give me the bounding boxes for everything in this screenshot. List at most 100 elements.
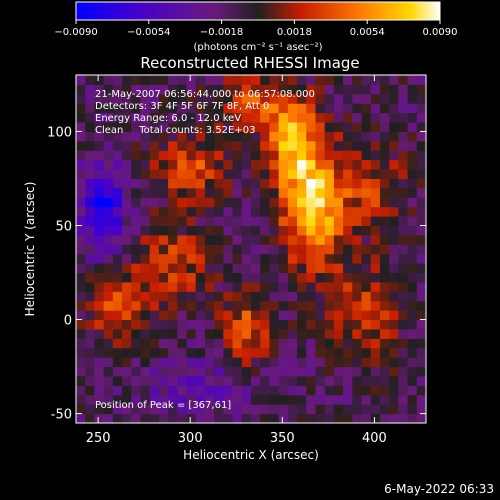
heatmap-cell bbox=[315, 234, 326, 245]
heatmap-cell bbox=[352, 225, 363, 236]
heatmap-cell bbox=[416, 272, 427, 283]
heatmap-cell bbox=[186, 338, 197, 349]
heatmap-cell bbox=[195, 187, 206, 198]
heatmap-cell bbox=[287, 103, 298, 114]
heatmap-cell bbox=[232, 216, 243, 226]
heatmap-cell bbox=[177, 263, 188, 274]
heatmap-cell bbox=[241, 122, 252, 132]
heatmap-cell bbox=[204, 366, 215, 377]
heatmap-cell bbox=[324, 281, 335, 292]
heatmap-cell bbox=[85, 366, 95, 377]
heatmap-cell bbox=[389, 225, 399, 236]
heatmap-cell bbox=[85, 93, 95, 104]
heatmap-cell bbox=[260, 140, 270, 151]
heatmap-cell bbox=[370, 385, 381, 396]
heatmap-cell bbox=[149, 93, 160, 104]
heatmap-cell bbox=[94, 103, 105, 114]
heatmap-cell bbox=[333, 404, 344, 415]
heatmap-cell bbox=[343, 187, 353, 198]
heatmap-cell bbox=[260, 103, 270, 114]
heatmap-cell bbox=[85, 338, 95, 349]
heatmap-cell bbox=[306, 112, 316, 123]
heatmap-cell bbox=[241, 234, 252, 245]
heatmap-cell bbox=[186, 150, 197, 161]
heatmap-cell bbox=[333, 225, 344, 236]
heatmap-cell bbox=[85, 394, 95, 405]
heatmap-cell bbox=[287, 140, 298, 151]
annotation-energy-range: Energy Range: 6.0 - 12.0 keV bbox=[95, 113, 241, 124]
heatmap-cell bbox=[223, 300, 234, 311]
heatmap-cell bbox=[306, 216, 316, 226]
heatmap-cell bbox=[416, 244, 427, 255]
heatmap-cell bbox=[407, 263, 418, 274]
heatmap-cell bbox=[149, 140, 160, 151]
heatmap-cell bbox=[177, 347, 188, 358]
heatmap-cell bbox=[297, 328, 307, 339]
heatmap-cell bbox=[112, 140, 123, 151]
heatmap-cell bbox=[131, 159, 141, 170]
heatmap-cell bbox=[370, 225, 381, 236]
heatmap-cell bbox=[149, 291, 160, 302]
heatmap-cell bbox=[287, 385, 298, 396]
heatmap-cell bbox=[361, 103, 372, 114]
heatmap-cell bbox=[379, 112, 390, 123]
heatmap-cell bbox=[204, 122, 215, 132]
heatmap-cell bbox=[324, 394, 335, 405]
heatmap-cell bbox=[131, 244, 141, 255]
heatmap-cell bbox=[168, 216, 178, 226]
heatmap-cell bbox=[389, 140, 399, 151]
heatmap-cell bbox=[76, 112, 86, 123]
heatmap-cell bbox=[131, 253, 141, 264]
heatmap-cell bbox=[343, 310, 353, 321]
y-axis-label: Heliocentric Y (arcsec) bbox=[23, 182, 37, 317]
heatmap-cell bbox=[204, 338, 215, 349]
heatmap-cell bbox=[232, 300, 243, 311]
heatmap-cell bbox=[379, 300, 390, 311]
heatmap-cell bbox=[122, 159, 132, 170]
heatmap-cell bbox=[306, 103, 316, 114]
heatmap-cell bbox=[269, 225, 280, 236]
heatmap-cell bbox=[186, 112, 197, 123]
heatmap-cell bbox=[223, 103, 234, 114]
heatmap-cell bbox=[122, 375, 132, 386]
heatmap-cell bbox=[122, 328, 132, 339]
heatmap-cell bbox=[223, 93, 234, 104]
heatmap-cell bbox=[306, 272, 316, 283]
heatmap-cell bbox=[149, 112, 160, 123]
heatmap-cell bbox=[76, 385, 86, 396]
heatmap-cell bbox=[297, 112, 307, 123]
heatmap-cell bbox=[223, 244, 234, 255]
heatmap-cell bbox=[158, 244, 169, 255]
heatmap-cell bbox=[223, 366, 234, 377]
heatmap-cell bbox=[269, 281, 280, 292]
heatmap-cell bbox=[94, 328, 105, 339]
heatmap-cell bbox=[131, 366, 141, 377]
heatmap-cell bbox=[343, 112, 353, 123]
heatmap-cell bbox=[122, 357, 132, 368]
heatmap-cell bbox=[278, 291, 289, 302]
heatmap-cell bbox=[407, 93, 418, 104]
heatmap-cell bbox=[76, 413, 86, 424]
heatmap-cell bbox=[306, 338, 316, 349]
heatmap-cell bbox=[195, 140, 206, 151]
heatmap-cell bbox=[85, 413, 95, 424]
heatmap-cell bbox=[85, 328, 95, 339]
heatmap-cell bbox=[177, 394, 188, 405]
heatmap-cell bbox=[361, 310, 372, 321]
heatmap-cell bbox=[76, 197, 86, 208]
heatmap-cell bbox=[269, 338, 280, 349]
heatmap-cell bbox=[195, 328, 206, 339]
heatmap-cell bbox=[122, 206, 132, 217]
heatmap-cell bbox=[278, 75, 289, 85]
heatmap-cell bbox=[278, 131, 289, 142]
colorbar-tick-label: 0.0054 bbox=[350, 27, 385, 38]
heatmap-cell bbox=[232, 366, 243, 377]
heatmap-cell bbox=[379, 187, 390, 198]
heatmap-cell bbox=[324, 375, 335, 386]
heatmap-cell bbox=[269, 84, 280, 95]
heatmap-cell bbox=[324, 347, 335, 358]
heatmap-cell bbox=[379, 122, 390, 132]
heatmap-cell bbox=[287, 328, 298, 339]
heatmap-cell bbox=[306, 291, 316, 302]
plot-frame bbox=[75, 74, 427, 424]
